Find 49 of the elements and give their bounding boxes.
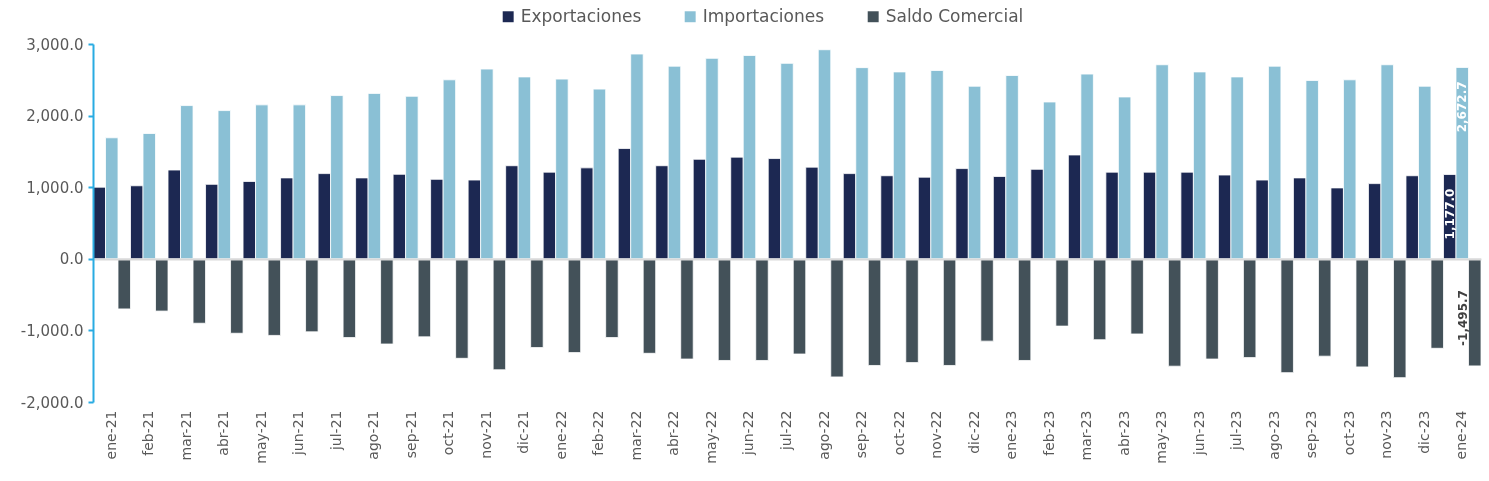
legend-label: Exportaciones [520, 5, 642, 26]
x-tick-label: ago-21 [365, 410, 382, 460]
x-tick-label: abr-21 [215, 410, 232, 456]
x-tick-label: oct-22 [890, 410, 907, 456]
x-tick-label: sep-21 [402, 410, 419, 459]
y-tick-label: 1,000.0 [26, 178, 84, 197]
y-tick-label: -2,000.0 [20, 393, 84, 412]
x-tick-label: abr-22 [665, 410, 682, 456]
x-tick-label: jun-21 [290, 410, 307, 457]
x-tick-label: may-22 [702, 410, 719, 464]
x-tick-label: nov-21 [477, 410, 494, 459]
y-tick-label: 2,000.0 [26, 107, 84, 126]
x-tick-label: ago-22 [815, 410, 832, 460]
x-tick-label: ene-22 [552, 410, 569, 460]
x-tick-label: ene-23 [1003, 410, 1020, 460]
data-label: 1,177.0 [1442, 188, 1457, 240]
x-tick-label: oct-21 [440, 410, 457, 456]
x-tick-label: sep-22 [853, 410, 870, 459]
x-tick-label: jun-23 [1190, 410, 1207, 457]
data-label: -1,495.7 [1455, 290, 1470, 346]
legend-label: Saldo Comercial [885, 5, 1024, 26]
legend-label: Importaciones [702, 5, 825, 26]
x-tick-label: feb-21 [140, 410, 157, 456]
x-tick-label: nov-23 [1378, 410, 1395, 459]
x-tick-label: jul-23 [1228, 410, 1245, 452]
y-tick-label: 3,000.0 [26, 35, 84, 54]
y-tick-label: -1,000.0 [20, 321, 84, 340]
x-tick-label: jun-22 [740, 410, 757, 457]
x-tick-label: ago-23 [1265, 410, 1282, 460]
x-tick-label: oct-23 [1340, 410, 1357, 456]
x-tick-label: dic-21 [515, 410, 532, 454]
x-tick-label: mar-22 [627, 410, 644, 461]
x-tick-label: nov-22 [928, 410, 945, 459]
x-tick-label: jul-21 [327, 410, 344, 452]
x-tick-label: dic-22 [965, 410, 982, 454]
x-tick-label: feb-23 [1040, 410, 1057, 456]
x-tick-label: sep-23 [1303, 410, 1320, 459]
x-tick-label: may-23 [1153, 410, 1170, 464]
x-tick-label: mar-21 [177, 410, 194, 461]
data-label: 2,672.7 [1455, 81, 1470, 133]
x-tick-label: may-21 [252, 410, 269, 464]
y-tick-label: 0.0 [59, 250, 84, 269]
x-tick-label: jul-22 [778, 410, 794, 452]
x-tick-label: ene-24 [1453, 410, 1470, 460]
x-tick-label: ene-21 [102, 410, 119, 460]
x-tick-label: abr-23 [1115, 410, 1132, 456]
x-tick-label: feb-22 [590, 410, 607, 456]
x-tick-label: dic-23 [1415, 410, 1432, 454]
x-tick-label: mar-23 [1078, 410, 1095, 461]
